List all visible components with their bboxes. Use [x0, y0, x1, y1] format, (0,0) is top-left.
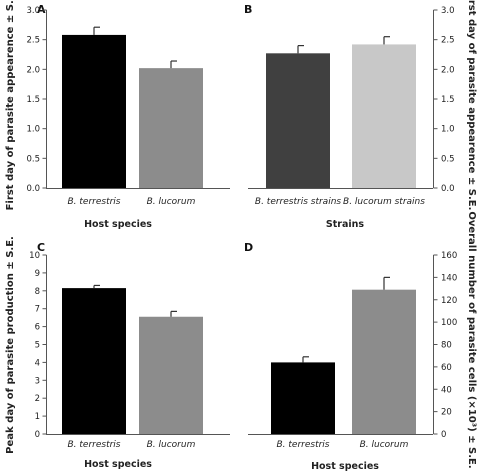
y-tick-label-c-3: 3	[35, 376, 40, 386]
y-tick-label-b-2: 1.0	[441, 125, 455, 135]
category-label-a-2: B. lucorum	[147, 197, 196, 207]
y-axis-label-d: Overall number of parasite cells (×10³) …	[466, 211, 477, 468]
bar-d-2	[352, 289, 416, 434]
y-tick-label-b-5: 2.5	[441, 36, 455, 46]
y-tick-label-b-4: 2.0	[441, 65, 455, 75]
y-tick-label-a-5: 2.5	[26, 36, 40, 46]
y-tick-label-a-6: 3.0	[26, 6, 40, 16]
y-axis-label-c: Peak day of parasite production ± S.E.	[5, 236, 16, 454]
category-label-c-1: B. terrestris	[67, 440, 120, 450]
y-tick-label-d-7: 140	[441, 273, 457, 283]
y-tick-label-c-9: 9	[35, 269, 40, 279]
y-tick-label-a-4: 2.0	[26, 65, 40, 75]
y-tick-label-c-10: 10	[29, 251, 40, 261]
panel-letter-c: C	[37, 241, 45, 254]
panel-b: B Strains First day of parasite appearen…	[244, 0, 477, 230]
category-label-d-2: B. lucorum	[360, 440, 409, 450]
panel-letter-a: A	[37, 3, 46, 16]
y-tick-label-d-3: 60	[441, 363, 452, 373]
bar-a-1	[62, 34, 126, 188]
y-tick-label-a-2: 1.0	[26, 125, 40, 135]
y-axis-label-a: First day of parasite appearence ± S.E.	[5, 0, 16, 210]
bar-a-2	[139, 68, 203, 188]
category-label-c-2: B. lucorum	[147, 440, 196, 450]
y-tick-label-d-5: 100	[441, 318, 457, 328]
y-tick-label-d-6: 120	[441, 296, 457, 306]
category-label-b-2: B. lucorum strains	[343, 197, 425, 207]
panel-letter-b: B	[244, 3, 252, 16]
y-tick-label-d-2: 40	[441, 385, 452, 395]
category-label-d-1: B. terrestris	[276, 440, 329, 450]
panel-a: A Host species First day of parasite app…	[5, 0, 230, 230]
category-label-b-1: B. terrestris strains	[255, 197, 342, 207]
y-axis-label-b: First day of parasite appearence ± S.E.	[466, 0, 477, 210]
y-tick-label-b-3: 1.5	[441, 95, 455, 105]
category-label-a-1: B. terrestris	[67, 197, 120, 207]
y-tick-label-b-0: 0.0	[441, 184, 455, 194]
bar-c-1	[62, 288, 126, 434]
y-tick-label-d-1: 20	[441, 408, 452, 418]
y-tick-label-a-3: 1.5	[26, 95, 40, 105]
bar-d-1	[271, 362, 335, 434]
x-axis-label-a: Host species	[84, 219, 152, 230]
y-tick-label-c-1: 1	[35, 412, 40, 422]
panel-d: D Host species Overall number of parasit…	[244, 211, 477, 472]
bar-c-2	[139, 316, 203, 434]
y-tick-label-a-1: 0.5	[26, 154, 40, 164]
y-tick-label-c-7: 7	[35, 305, 40, 315]
x-axis-label-b: Strains	[326, 219, 364, 230]
y-tick-label-c-5: 5	[35, 341, 40, 351]
y-tick-label-c-2: 2	[35, 394, 40, 404]
panel-letter-d: D	[244, 241, 253, 254]
y-tick-label-c-6: 6	[35, 323, 40, 333]
bar-b-1	[266, 53, 330, 189]
y-tick-label-a-0: 0.0	[26, 184, 40, 194]
y-tick-label-d-8: 160	[441, 251, 457, 261]
y-tick-label-b-6: 3.0	[441, 6, 455, 16]
y-tick-label-c-8: 8	[35, 287, 40, 297]
y-tick-label-d-4: 80	[441, 341, 452, 351]
panel-c: C Host species Peak day of parasite prod…	[5, 236, 230, 470]
y-tick-label-c-0: 0	[35, 430, 40, 440]
y-tick-label-b-1: 0.5	[441, 154, 455, 164]
y-tick-label-c-4: 4	[35, 358, 40, 368]
bar-b-2	[352, 44, 416, 189]
x-axis-label-d: Host species	[311, 461, 379, 472]
y-tick-label-d-0: 0	[441, 430, 446, 440]
x-axis-label-c: Host species	[84, 459, 152, 470]
